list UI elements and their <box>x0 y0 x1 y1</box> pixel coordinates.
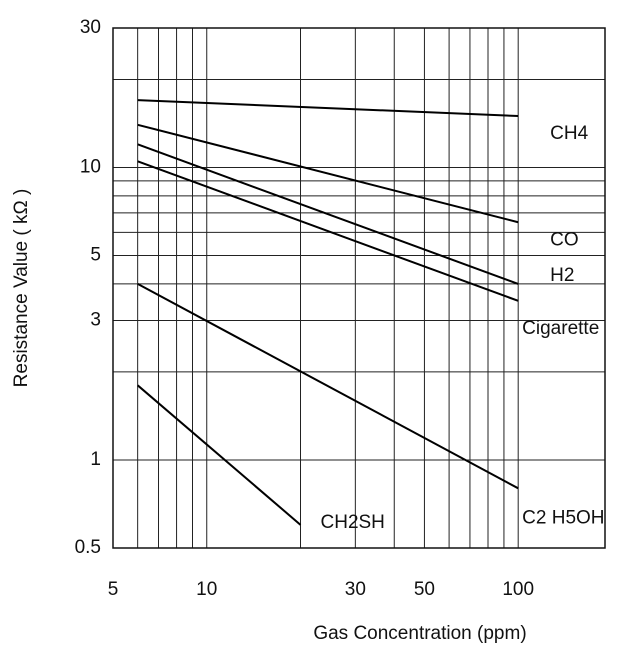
y-tick-label: 30 <box>80 17 101 38</box>
x-tick-label: 100 <box>502 579 534 600</box>
x-tick-label: 50 <box>414 579 435 600</box>
x-tick-label: 30 <box>345 579 366 600</box>
series-label: C2 H5OH <box>522 507 604 528</box>
y-axis-title: Resistance Value ( kΩ ) <box>11 189 32 388</box>
series-line <box>137 143 519 285</box>
series-label: Cigarette <box>522 318 599 339</box>
y-tick-label: 3 <box>90 309 101 330</box>
series-line <box>137 384 302 526</box>
series-line <box>137 99 519 118</box>
series-label: CH4 <box>550 123 588 144</box>
y-tick-label: 0.5 <box>75 537 101 558</box>
y-tick-label: 5 <box>90 245 101 266</box>
series-label: CH2SH <box>321 512 385 533</box>
series-label: H2 <box>550 265 574 286</box>
y-tick-label: 10 <box>80 157 101 178</box>
series-line <box>137 160 519 302</box>
series-label: CO <box>550 229 579 250</box>
y-tick-label: 1 <box>90 449 101 470</box>
x-axis-title: Gas Concentration (ppm) <box>313 623 526 644</box>
series-line <box>137 123 519 224</box>
series-line <box>137 283 519 490</box>
x-tick-label: 10 <box>196 579 217 600</box>
plot-frame <box>112 27 606 549</box>
x-tick-label: 5 <box>108 579 119 600</box>
